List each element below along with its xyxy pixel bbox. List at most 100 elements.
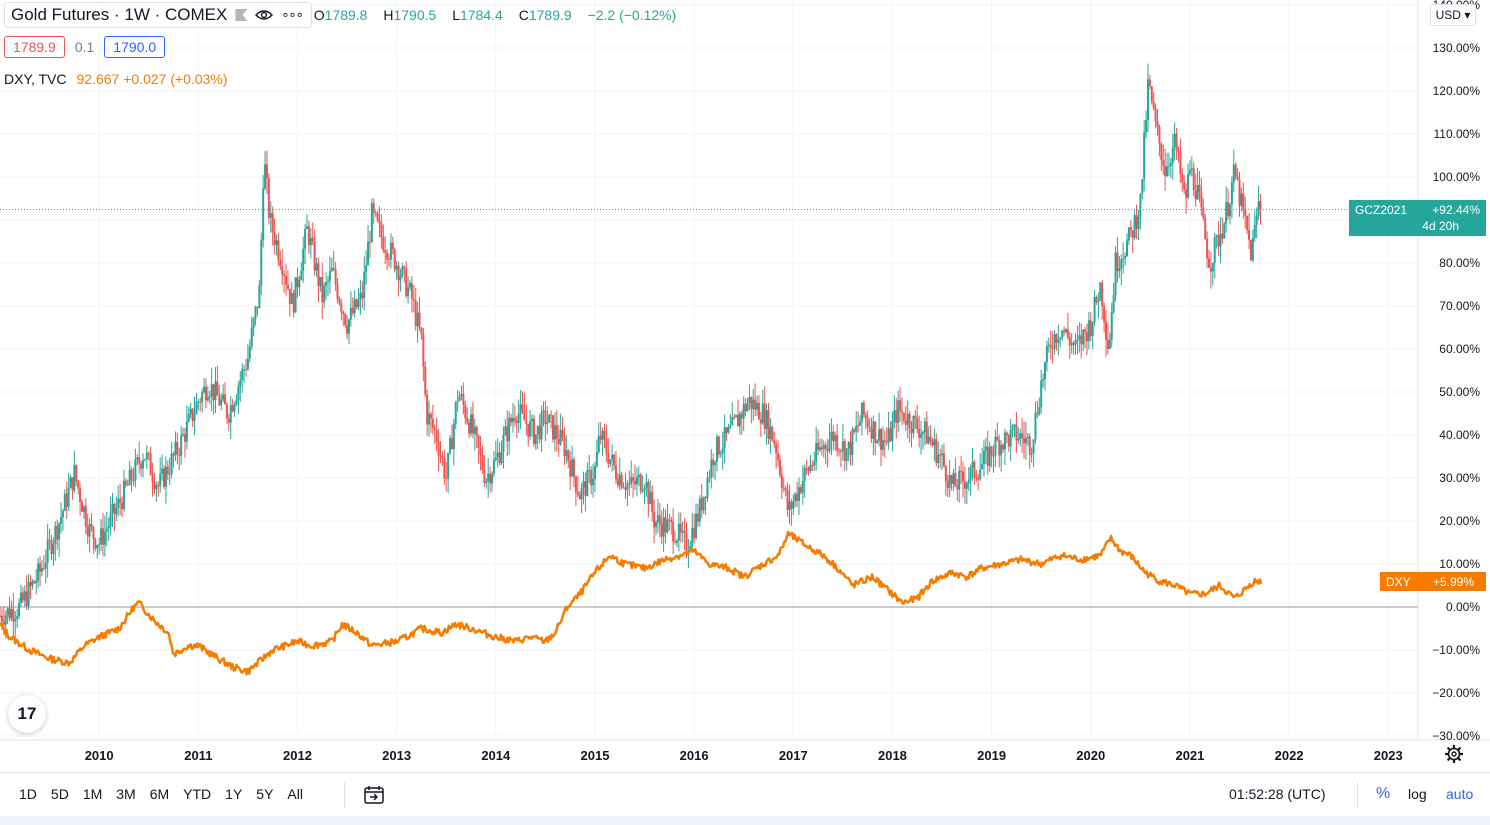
- settings-gear-icon[interactable]: [1444, 744, 1464, 764]
- candle-body: [616, 478, 619, 486]
- candle-body: [168, 473, 171, 475]
- percent-scale-toggle[interactable]: %: [1376, 785, 1391, 802]
- candle-body: [103, 531, 106, 545]
- candle-body: [1255, 216, 1258, 225]
- candle-body: [435, 429, 438, 443]
- candle-body: [285, 276, 288, 285]
- candle-body: [559, 430, 562, 445]
- candle-body: [1156, 121, 1159, 127]
- candle-body: [1150, 86, 1153, 102]
- candle-body: [349, 307, 352, 320]
- candle-body: [500, 452, 503, 464]
- eye-icon[interactable]: [255, 9, 274, 21]
- candle-body: [460, 394, 463, 397]
- tradingview-logo[interactable]: 17: [8, 695, 46, 733]
- range-button-3m[interactable]: 3M: [116, 786, 136, 802]
- candle-body: [611, 454, 614, 460]
- candle-body: [267, 178, 270, 218]
- price-axis[interactable]: 140.00%130.00%120.00%110.00%100.00%90.00…: [1432, 0, 1480, 743]
- candle-body: [376, 213, 379, 221]
- log-scale-toggle[interactable]: log: [1408, 786, 1427, 802]
- candle-body: [342, 311, 345, 315]
- bottom-panel-strip: [0, 816, 1490, 825]
- symbol-title-box[interactable]: Gold Futures · 1W · COMEX ∘∘∘: [4, 2, 312, 28]
- candle-body: [222, 394, 225, 400]
- range-button-1m[interactable]: 1M: [82, 786, 103, 802]
- candle-body: [796, 493, 799, 502]
- candle-body: [204, 386, 207, 401]
- y-tick-label: 60.00%: [1439, 342, 1480, 356]
- candle-body: [283, 274, 286, 277]
- y-tick-label: 10.00%: [1439, 557, 1480, 571]
- calendar-goto-icon[interactable]: [363, 785, 385, 805]
- candle-body: [225, 404, 228, 419]
- candle-body: [815, 442, 818, 462]
- candle-body: [307, 226, 310, 246]
- candle-body: [346, 324, 349, 334]
- candle-body: [569, 461, 572, 477]
- candle-body: [445, 478, 448, 480]
- candle-body: [475, 427, 478, 436]
- time-axis[interactable]: 2010 2011 2012 2013 2014 2015 2016 2017 2018 2019…: [85, 748, 1403, 763]
- candle-body: [260, 240, 263, 286]
- currency-dropdown[interactable]: USD ▾: [1430, 4, 1476, 26]
- auto-scale-toggle[interactable]: auto: [1446, 786, 1474, 802]
- candle-body: [902, 412, 905, 421]
- x-tick-label: 2010: [85, 748, 114, 763]
- more-icon[interactable]: ∘∘∘: [281, 7, 303, 22]
- chart-canvas[interactable]: 140.00%130.00%120.00%110.00%100.00%90.00…: [0, 0, 1490, 772]
- ask-price-button[interactable]: 1790.0: [104, 36, 166, 58]
- candle-body: [759, 419, 762, 424]
- range-button-5d[interactable]: 5D: [50, 786, 69, 802]
- candle-body: [101, 528, 104, 545]
- y-tick-label: 110.00%: [1434, 127, 1481, 141]
- candle-body: [90, 523, 93, 527]
- candle-body: [149, 453, 152, 476]
- candle-body: [380, 223, 383, 238]
- candle-body: [519, 404, 522, 414]
- candle-body: [613, 454, 616, 466]
- candle-body: [860, 402, 863, 422]
- candle-body: [19, 592, 22, 603]
- candle-body: [853, 429, 856, 432]
- compare-legend[interactable]: DXY, TVC 92.667 +0.027 (+0.03%): [4, 66, 682, 92]
- candle-body: [1116, 252, 1119, 272]
- range-button-6m[interactable]: 6M: [149, 786, 170, 802]
- candle-body: [807, 468, 810, 471]
- range-button-5y[interactable]: 5Y: [256, 786, 274, 802]
- x-tick-label: 2019: [977, 748, 1006, 763]
- bid-price-button[interactable]: 1789.9: [4, 36, 65, 58]
- candle-body: [1238, 179, 1241, 206]
- candle-body: [1101, 282, 1104, 307]
- candle-body: [109, 512, 112, 527]
- range-button-1y[interactable]: 1Y: [225, 786, 243, 802]
- candle-body: [1057, 339, 1060, 344]
- candle-body: [920, 433, 923, 438]
- candle-body: [580, 487, 583, 500]
- range-button-1d[interactable]: 1D: [19, 786, 37, 802]
- range-button-all[interactable]: All: [287, 786, 303, 802]
- candle-body: [63, 493, 66, 511]
- interval[interactable]: 1W: [124, 5, 150, 24]
- range-button-ytd[interactable]: YTD: [183, 786, 212, 802]
- x-tick-label: 2018: [878, 748, 907, 763]
- candle-body: [1190, 168, 1193, 171]
- candle-body: [1162, 159, 1165, 166]
- candle-body: [744, 403, 747, 411]
- candle-body: [56, 525, 59, 540]
- candle-body: [1187, 174, 1190, 198]
- flag-icon[interactable]: [235, 9, 248, 21]
- clock-timezone[interactable]: 01:52:28 (UTC): [1229, 786, 1326, 802]
- candle-body: [254, 306, 257, 319]
- candle-body: [10, 609, 13, 619]
- candle-body: [84, 506, 87, 527]
- candle-body: [656, 515, 659, 523]
- candle-body: [193, 413, 196, 421]
- y-tick-label: −10.00%: [1432, 643, 1480, 657]
- candle-body: [534, 434, 537, 445]
- candle-body: [826, 448, 829, 452]
- candle-body: [143, 459, 146, 461]
- candle-body: [834, 435, 837, 442]
- x-tick-label: 2023: [1374, 748, 1403, 763]
- candle-body: [531, 418, 534, 422]
